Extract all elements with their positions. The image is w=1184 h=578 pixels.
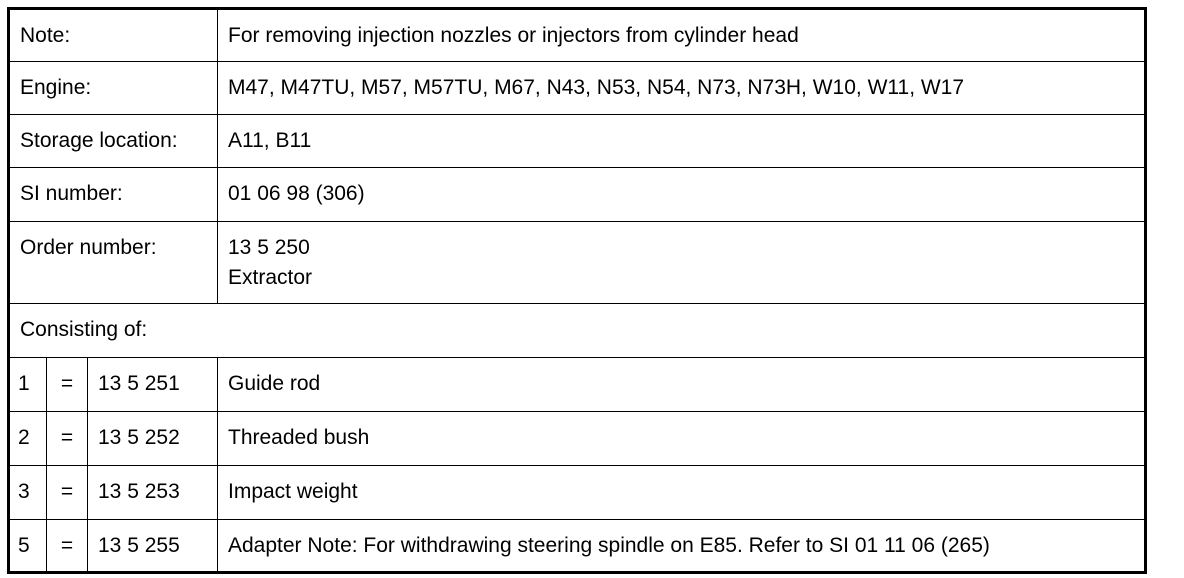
item-description: Adapter Note: For withdrawing steering s…: [217, 519, 1146, 573]
value-line: Extractor: [228, 266, 313, 289]
table-row: Note: For removing injection nozzles or i…: [8, 8, 1146, 62]
row-value: A11, B11: [217, 114, 1146, 168]
table-body: Note: For removing injection nozzles or i…: [8, 8, 1146, 573]
item-equals: =: [46, 519, 88, 573]
item-order-number: 13 5 255: [87, 519, 218, 573]
table-row: SI number: 01 06 98 (306): [8, 167, 1146, 222]
item-description: Impact weight: [217, 465, 1146, 520]
row-label: Engine:: [8, 61, 218, 115]
item-index: 1: [8, 357, 47, 412]
tool-table: Note: For removing injection nozzles or i…: [7, 7, 1147, 574]
item-equals: =: [46, 357, 88, 412]
row-label: SI number:: [8, 167, 218, 222]
item-order-number: 13 5 253: [87, 465, 218, 520]
table-row: Order number: 13 5 250 Extractor: [8, 221, 1146, 304]
value-line: M47, M47TU, M57, M57TU, M67, N43, N53, N…: [228, 76, 965, 99]
item-order-number: 13 5 251: [87, 357, 218, 412]
item-equals: =: [46, 465, 88, 520]
row-label: Order number:: [8, 221, 218, 304]
item-index: 3: [8, 465, 47, 520]
row-value: 01 06 98 (306): [217, 167, 1146, 222]
row-value: For removing injection nozzles or inject…: [217, 8, 1146, 62]
row-label: Note:: [8, 8, 218, 62]
item-description: Threaded bush: [217, 411, 1146, 466]
item-index: 5: [8, 519, 47, 573]
value-line: 13 5 250: [228, 236, 310, 259]
value-line: A11, B11: [228, 129, 312, 152]
row-label: Storage location:: [8, 114, 218, 168]
row-value: M47, M47TU, M57, M57TU, M67, N43, N53, N…: [217, 61, 1146, 115]
item-order-number: 13 5 252: [87, 411, 218, 466]
item-row: 3 = 13 5 253 Impact weight: [8, 465, 1146, 520]
table-row: Engine: M47, M47TU, M57, M57TU, M67, N43,…: [8, 61, 1146, 115]
table-row: Storage location: A11, B11: [8, 114, 1146, 168]
item-equals: =: [46, 411, 88, 466]
item-description: Guide rod: [217, 357, 1146, 412]
item-row: 1 = 13 5 251 Guide rod: [8, 357, 1146, 412]
item-index: 2: [8, 411, 47, 466]
item-row: 5 = 13 5 255 Adapter Note: For withdrawing …: [8, 519, 1146, 573]
item-row: 2 = 13 5 252 Threaded bush: [8, 411, 1146, 466]
row-value: 13 5 250 Extractor: [217, 221, 1146, 304]
value-line: For removing injection nozzles or inject…: [228, 24, 799, 47]
value-line: 01 06 98 (306): [228, 182, 365, 205]
table-row: Consisting of:: [8, 303, 1146, 358]
section-label: Consisting of:: [8, 303, 1146, 358]
